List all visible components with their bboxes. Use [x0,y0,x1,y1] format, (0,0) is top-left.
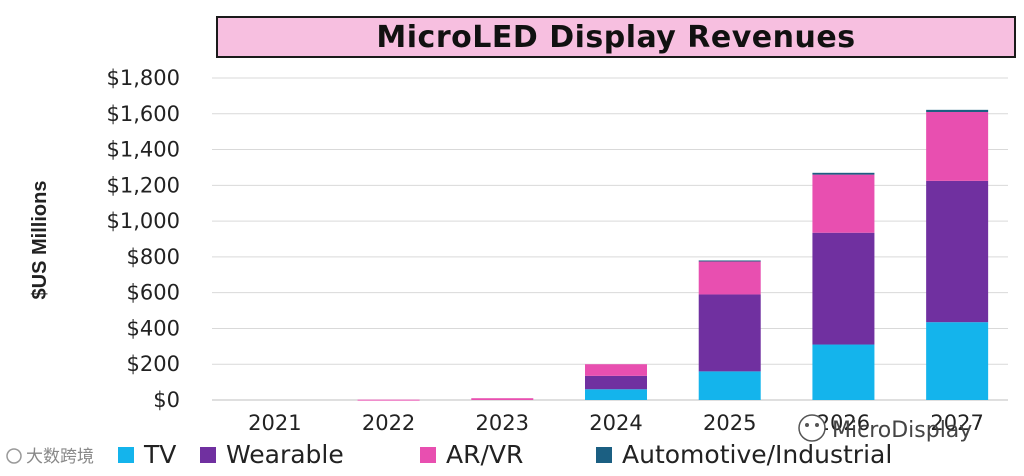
x-tick-label: 2026 [817,411,870,435]
y-tick-label: $0 [153,388,180,412]
x-tick-label: 2027 [930,411,983,435]
x-tick-label: 2022 [362,411,415,435]
gridlines [212,77,1008,401]
title-box: MicroLED Display Revenues [216,16,1016,58]
legend-label: Wearable [226,440,344,469]
y-tick-label: $1,800 [107,66,180,90]
bar-segment [812,344,875,400]
legend-label: TV [143,440,176,469]
bar-segment [926,109,989,112]
bar-segment [812,174,875,233]
legend-swatch [596,447,612,463]
legend-label: Automotive/Industrial [622,440,892,469]
bar-segment [585,375,647,390]
watermark-left: 大数跨境 [6,447,94,467]
bar-segment [812,232,875,345]
bar-segment [698,371,761,400]
bar-segment [698,261,761,295]
legend-swatch [200,447,216,463]
y-tick-label: $200 [127,352,180,376]
legend-swatch [118,447,134,463]
legend-swatch [420,447,436,463]
legend: TV Wearable AR/VR Automotive/Industrial [118,440,892,469]
x-tick-label: 2021 [248,411,301,435]
watermark-left-text: 大数跨境 [26,447,94,467]
y-tick-label: $1,600 [107,102,180,126]
y-tick-label: $600 [127,281,180,305]
y-axis: $0 $200 $400 $600 $800 $1,000 $1,200 $1,400 $1,6… [107,66,180,412]
watermark-right-text: MicroDisplay [832,418,972,443]
y-tick-label: $400 [127,316,180,340]
bar-segment [585,389,647,400]
x-tick-label: 2024 [589,411,642,435]
y-tick-label: $1,000 [107,209,180,233]
bar-segment [926,322,989,400]
x-tick-label: 2023 [476,411,529,435]
x-tick-label: 2025 [703,411,756,435]
bar-segment [698,260,761,262]
wechat-icon [798,414,826,442]
x-axis: 2021 2022 2023 2024 2025 2026 2027 [248,411,984,435]
bar-segment [698,294,761,372]
legend-label: AR/VR [446,440,523,469]
watermarks: 大数跨境 MicroDisplay [6,414,972,467]
bar-segment [926,180,989,323]
chart-title: MicroLED Display Revenues [376,19,856,55]
y-tick-label: $1,200 [107,173,180,197]
bar-segment [357,399,420,401]
bar-segment [585,364,647,376]
watermark-right: MicroDisplay [798,414,972,443]
bar-segment [926,111,989,181]
bars [357,109,989,401]
y-tick-label: $1,400 [107,138,180,162]
bar-segment [812,172,875,175]
bar-segment [471,398,534,400]
y-axis-label: $US Millions [29,181,51,300]
y-tick-label: $800 [127,245,180,269]
